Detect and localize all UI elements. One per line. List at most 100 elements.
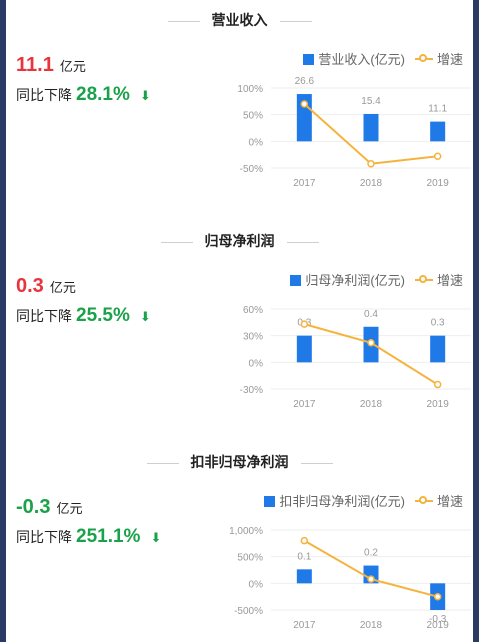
bar-legend-swatch[interactable] bbox=[264, 496, 276, 507]
change-row: 同比下降 25.5% ⬇ bbox=[16, 305, 151, 333]
y-tick-label: -50% bbox=[240, 164, 263, 175]
bar-legend-label[interactable]: 营业收入(亿元) bbox=[318, 52, 405, 67]
chart-legend: 扣非归母净利润(亿元) 增速 bbox=[264, 492, 463, 512]
deducted-net-profit-section: 扣非归母净利润 -0.3 亿元 同比下降 251.1% ⬇ 扣非归母净利润(亿元) 增速… bbox=[6, 442, 473, 642]
chart-legend: 归母净利润(亿元) 增速 bbox=[290, 271, 463, 291]
bar bbox=[363, 113, 379, 142]
y-tick-label: 100% bbox=[237, 84, 263, 95]
growth-point bbox=[300, 100, 309, 108]
line-legend-label[interactable]: 增速 bbox=[436, 494, 463, 509]
growth-point bbox=[367, 339, 375, 347]
divider bbox=[286, 241, 319, 243]
line-legend-swatch[interactable] bbox=[414, 275, 433, 283]
line-legend-label[interactable]: 增速 bbox=[436, 52, 463, 67]
bar-data-label: 11.1 bbox=[428, 104, 447, 115]
divider bbox=[160, 241, 193, 243]
x-tick-label: 2017 bbox=[293, 399, 316, 410]
section-title: 营业收入 bbox=[6, 8, 473, 32]
change-label: 同比下降 bbox=[16, 308, 72, 324]
y-tick-label: 30% bbox=[243, 332, 263, 343]
revenue-section: 营业收入 11.1 亿元 同比下降 28.1% ⬇ 营业收入(亿元) 增速 100% 50… bbox=[6, 0, 473, 218]
divider bbox=[146, 462, 179, 464]
value-row: -0.3 亿元 bbox=[16, 496, 82, 526]
x-tick-label: 2018 bbox=[360, 178, 383, 189]
growth-point bbox=[433, 152, 442, 161]
bar bbox=[430, 335, 446, 363]
bar bbox=[430, 121, 446, 142]
divider bbox=[167, 20, 200, 22]
y-tick-label: 0% bbox=[249, 358, 264, 369]
value-number: 11.1 bbox=[16, 54, 54, 76]
combo-chart: 100% 50% 0% -50% 26.6 15.4 11.1 2017 2018 2019 bbox=[237, 76, 471, 189]
chart-legend: 营业收入(亿元) 增速 bbox=[303, 50, 463, 70]
bar-data-label: 0.2 bbox=[364, 548, 378, 559]
growth-point bbox=[300, 320, 309, 328]
bar-data-label: -0.3 bbox=[429, 614, 447, 625]
arrow-down-icon: ⬇ bbox=[139, 309, 151, 324]
bar-data-label: 0.1 bbox=[297, 551, 311, 562]
change-label: 同比下降 bbox=[16, 529, 72, 545]
bar bbox=[296, 569, 312, 584]
section-title-text: 营业收入 bbox=[211, 12, 268, 28]
section-title: 归母净利润 bbox=[6, 229, 473, 253]
x-tick-label: 2019 bbox=[427, 620, 450, 631]
y-tick-label: 0% bbox=[249, 579, 264, 590]
x-tick-label: 2019 bbox=[427, 178, 450, 189]
x-tick-label: 2018 bbox=[360, 399, 383, 410]
x-tick-label: 2017 bbox=[293, 178, 316, 189]
line-legend-label[interactable]: 增速 bbox=[436, 273, 463, 288]
growth-point bbox=[367, 159, 375, 168]
combo-chart: 1,000% 500% 0% -500% 0.1 0.2 -0.3 2017 2018 2019 bbox=[229, 526, 471, 631]
line-legend-swatch[interactable] bbox=[414, 496, 433, 504]
bar-legend-label[interactable]: 归母净利润(亿元) bbox=[305, 273, 405, 288]
y-tick-label: -30% bbox=[240, 385, 263, 396]
change-label: 同比下降 bbox=[16, 87, 72, 103]
bar-data-label: 15.4 bbox=[361, 96, 381, 107]
growth-point bbox=[433, 592, 442, 601]
y-tick-label: 1,000% bbox=[229, 526, 263, 537]
section-title-text: 扣非归母净利润 bbox=[190, 454, 289, 470]
y-tick-label: 0% bbox=[249, 137, 264, 148]
value-unit: 亿元 bbox=[59, 59, 86, 74]
bar-legend-swatch[interactable] bbox=[290, 275, 302, 286]
y-tick-label: 50% bbox=[243, 111, 263, 122]
change-row: 同比下降 251.1% ⬇ bbox=[16, 526, 161, 554]
y-tick-label: -500% bbox=[234, 606, 263, 617]
report-card: 营业收入 11.1 亿元 同比下降 28.1% ⬇ 营业收入(亿元) 增速 100% 50… bbox=[6, 0, 473, 642]
section-title-text: 归母净利润 bbox=[204, 233, 275, 249]
bar bbox=[296, 94, 312, 142]
x-tick-label: 2019 bbox=[427, 399, 450, 410]
value-unit: 亿元 bbox=[56, 501, 83, 516]
x-tick-label: 2018 bbox=[360, 620, 383, 631]
bar-data-label: 26.6 bbox=[295, 76, 315, 87]
growth-point bbox=[300, 536, 309, 545]
value-number: 0.3 bbox=[16, 275, 44, 297]
bar-legend-label[interactable]: 扣非归母净利润(亿元) bbox=[279, 494, 405, 509]
value-row: 11.1 亿元 bbox=[16, 54, 86, 84]
value-number: -0.3 bbox=[16, 496, 51, 518]
line-legend-swatch[interactable] bbox=[414, 54, 433, 62]
arrow-down-icon: ⬇ bbox=[139, 88, 151, 103]
change-row: 同比下降 28.1% ⬇ bbox=[16, 84, 151, 112]
x-tick-label: 2017 bbox=[293, 620, 316, 631]
growth-point bbox=[367, 575, 375, 583]
bar bbox=[363, 565, 379, 584]
bar bbox=[296, 335, 312, 363]
section-title: 扣非归母净利润 bbox=[6, 450, 473, 474]
change-percent: 251.1% bbox=[76, 526, 141, 547]
value-unit: 亿元 bbox=[49, 280, 76, 295]
growth-point bbox=[433, 380, 442, 389]
bar-data-label: 0.4 bbox=[364, 309, 378, 320]
divider bbox=[279, 20, 312, 22]
bar-legend-swatch[interactable] bbox=[303, 54, 315, 65]
net-profit-section: 归母净利润 0.3 亿元 同比下降 25.5% ⬇ 归母净利润(亿元) 增速 60% 30… bbox=[6, 221, 473, 439]
y-tick-label: 500% bbox=[237, 553, 263, 564]
change-percent: 28.1% bbox=[76, 84, 130, 105]
value-row: 0.3 亿元 bbox=[16, 275, 76, 305]
change-percent: 25.5% bbox=[76, 305, 130, 326]
divider bbox=[300, 462, 333, 464]
arrow-down-icon: ⬇ bbox=[150, 530, 162, 545]
bar-data-label: 0.3 bbox=[431, 318, 445, 329]
y-tick-label: 60% bbox=[243, 305, 263, 316]
